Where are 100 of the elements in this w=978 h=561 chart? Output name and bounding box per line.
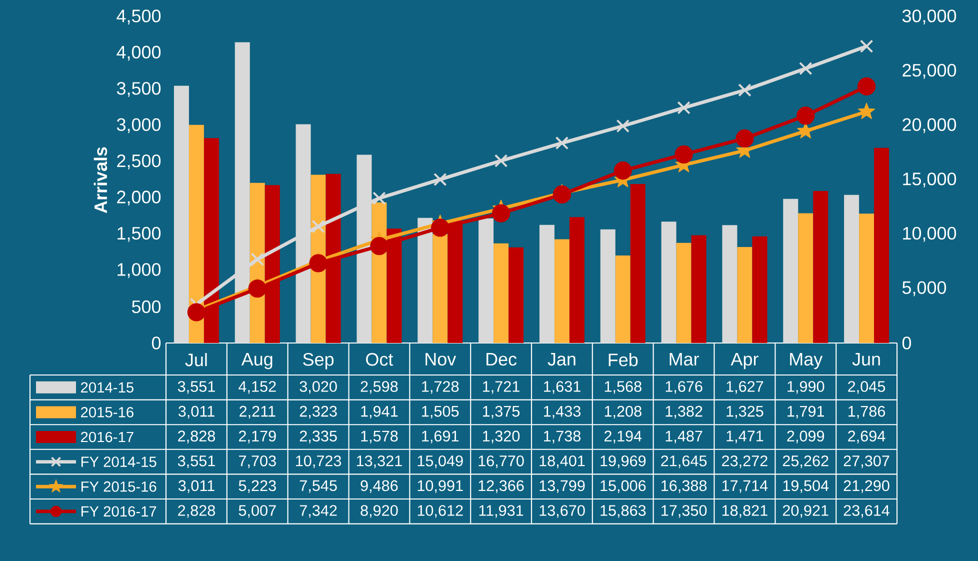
y2-tick-label: 25,000 <box>902 64 956 79</box>
data-label: 25,262 <box>782 455 828 468</box>
y-tick-label: 500 <box>132 300 161 314</box>
x-tick-label: Oct <box>366 353 394 366</box>
data-label: 1,568 <box>604 381 642 394</box>
data-label: 1,578 <box>361 430 398 444</box>
data-label: 1,208 <box>604 406 642 419</box>
data-label: 1,627 <box>726 381 764 394</box>
data-label: 17,714 <box>722 480 768 493</box>
y-tick-label: 1,000 <box>118 263 161 278</box>
data-label: 1,941 <box>361 406 398 419</box>
x-tick-label: Jun <box>852 353 880 366</box>
data-label: 2,323 <box>300 406 337 419</box>
y-tick-label: 1,500 <box>118 226 161 242</box>
data-label: 19,969 <box>600 455 646 468</box>
data-label: 1,691 <box>422 430 459 444</box>
legend-label: FY 2014-15 <box>81 456 156 467</box>
data-label: 23,614 <box>844 505 890 518</box>
x-tick-label: Apr <box>730 353 758 370</box>
data-label: 1,487 <box>666 430 702 444</box>
data-label: 19,504 <box>783 480 829 493</box>
data-label: 17,350 <box>662 505 707 518</box>
data-label: 23,272 <box>722 455 768 468</box>
legend-label: 2016-17 <box>81 432 134 442</box>
data-label: 1,505 <box>422 406 459 419</box>
data-label: 10,991 <box>418 480 463 493</box>
x-tick-label: Nov <box>426 353 456 366</box>
data-label: 3,011 <box>178 406 214 419</box>
data-label: 18,401 <box>540 455 585 468</box>
data-label: 11,931 <box>479 505 524 518</box>
x-tick-label: Sep <box>303 353 334 370</box>
data-label: 8,920 <box>360 505 398 518</box>
x-tick-label: Jan <box>548 353 576 366</box>
data-label: 1,320 <box>482 430 520 444</box>
data-label: 1,786 <box>848 406 886 419</box>
data-label: 7,545 <box>300 480 337 493</box>
data-label: 1,990 <box>788 381 824 394</box>
data-label: 27,307 <box>844 455 890 468</box>
data-label: 1,382 <box>666 406 702 419</box>
x-tick-label: Dec <box>486 353 517 366</box>
data-label: 21,290 <box>844 480 890 493</box>
x-tick-label: Jul <box>185 353 207 366</box>
data-label: 16,770 <box>478 455 524 468</box>
data-label: 5,007 <box>238 505 276 518</box>
data-label: 1,325 <box>726 406 764 419</box>
data-label: 15,006 <box>600 480 646 493</box>
x-tick-label: Feb <box>608 353 638 366</box>
data-label: 9,486 <box>360 480 398 493</box>
data-label: 2,598 <box>360 381 398 394</box>
x-tick-label: Aug <box>241 353 272 370</box>
legend-label: 2015-16 <box>81 407 134 418</box>
y-tick-label: 2,000 <box>117 190 161 206</box>
y-tick-label: 4,000 <box>116 46 161 61</box>
data-label: 1,728 <box>422 381 459 394</box>
data-label: 2,694 <box>848 430 886 444</box>
data-label: 1,631 <box>544 381 580 394</box>
data-label: 1,433 <box>544 406 580 419</box>
data-label: 4,152 <box>238 381 276 394</box>
data-label: 2,099 <box>787 430 824 444</box>
data-label: 2,335 <box>300 430 337 444</box>
data-label: 16,388 <box>662 480 707 493</box>
data-label: 15,863 <box>600 505 646 518</box>
data-label: 13,799 <box>540 480 585 493</box>
y2-tick-label: 5,000 <box>902 281 946 296</box>
y-tick-label: 3,500 <box>116 82 161 97</box>
y2-tick-label: 20,000 <box>902 118 956 134</box>
data-label: 7,703 <box>239 455 276 468</box>
data-label: 1,375 <box>482 406 520 419</box>
data-label: 5,223 <box>238 480 276 493</box>
data-label: 1,738 <box>544 430 581 444</box>
data-label: 2,045 <box>848 381 886 394</box>
y-tick-label: 2,500 <box>117 154 161 170</box>
y-axis-title: Arrivals <box>94 147 108 214</box>
data-label: 3,011 <box>178 480 214 493</box>
legend-label: FY 2016-17 <box>81 506 156 517</box>
data-label: 10,612 <box>418 505 463 518</box>
data-label: 3,551 <box>178 455 215 468</box>
data-label: 1,471 <box>726 430 764 444</box>
data-label: 7,342 <box>300 505 337 518</box>
data-label: 2,828 <box>178 505 216 518</box>
legend-label: 2014-15 <box>81 382 134 393</box>
y2-tick-label: 30,000 <box>902 10 956 24</box>
data-label: 15,049 <box>418 455 463 468</box>
x-tick-label: May <box>790 353 823 370</box>
data-label: 1,676 <box>666 381 702 394</box>
data-label: 2,179 <box>238 430 276 444</box>
legend-label: FY 2015-16 <box>81 481 156 492</box>
data-label: 1,791 <box>788 406 824 419</box>
data-label: 13,670 <box>540 505 585 518</box>
y-tick-label: 4,500 <box>116 10 161 24</box>
data-label: 2,194 <box>604 430 642 444</box>
data-label: 13,321 <box>356 455 402 468</box>
y-tick-label: 3,000 <box>116 118 161 134</box>
data-label: 20,921 <box>782 505 828 518</box>
data-label: 1,721 <box>482 381 520 394</box>
y2-tick-label: 15,000 <box>903 172 956 188</box>
data-label: 18,821 <box>722 505 768 518</box>
data-label: 2,828 <box>178 430 216 444</box>
data-label: 2,211 <box>240 406 276 419</box>
y2-tick-label: 0 <box>902 336 912 350</box>
